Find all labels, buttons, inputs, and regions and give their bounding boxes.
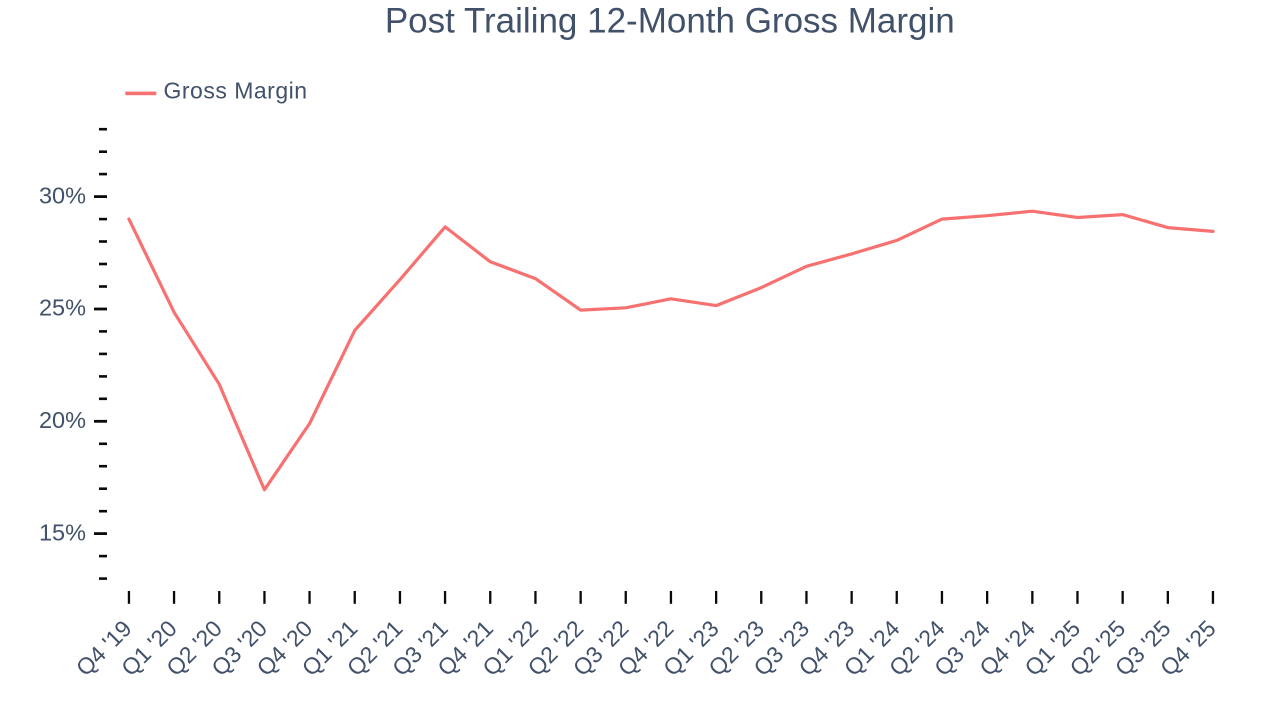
svg-text:Post Trailing 12-Month Gross M: Post Trailing 12-Month Gross Margin (385, 2, 955, 41)
svg-text:30%: 30% (39, 182, 86, 208)
svg-text:15%: 15% (39, 519, 86, 545)
svg-text:25%: 25% (39, 295, 86, 321)
svg-text:Gross Margin: Gross Margin (164, 78, 308, 104)
svg-text:20%: 20% (39, 407, 86, 433)
